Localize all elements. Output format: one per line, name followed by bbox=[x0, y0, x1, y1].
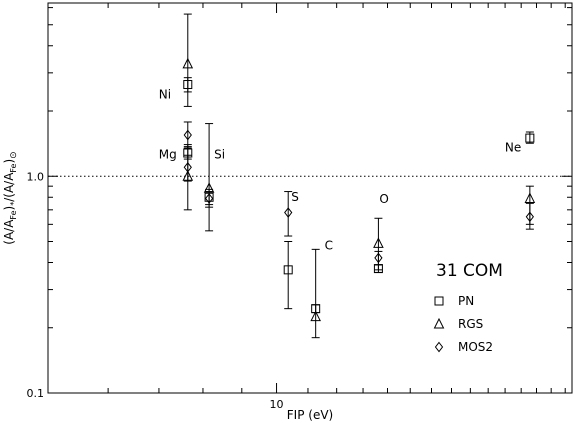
pn-point bbox=[525, 133, 535, 143]
mos2-point bbox=[183, 129, 192, 141]
legend-item-pn: PN bbox=[434, 294, 474, 308]
y-tick-label: 1.0 bbox=[27, 170, 45, 183]
element-annotations: Ni Mg Si S C O Ne bbox=[159, 88, 521, 253]
legend-marker bbox=[434, 296, 444, 306]
element-label-ne: Ne bbox=[505, 140, 521, 154]
mos2-point bbox=[204, 193, 214, 204]
rgs-point bbox=[524, 192, 536, 203]
data-series bbox=[182, 13, 536, 339]
legend-item-rgs: RGS bbox=[433, 317, 483, 331]
element-label-o: O bbox=[379, 192, 388, 206]
legend-title: 31 COM bbox=[436, 261, 503, 281]
legend-label: RGS bbox=[458, 317, 483, 331]
legend-marker bbox=[434, 341, 444, 353]
y-tick-label: 0.1 bbox=[27, 387, 45, 400]
legend-marker bbox=[433, 317, 445, 329]
mos2-point bbox=[374, 252, 383, 264]
rgs-point bbox=[310, 310, 321, 322]
legend-items: PN RGS MOS2 bbox=[433, 294, 493, 354]
axis-ticks: 0.1 1.0 10 bbox=[27, 3, 572, 411]
rgs-point bbox=[373, 237, 384, 248]
plot-frame bbox=[47, 2, 573, 394]
rgs-point bbox=[182, 57, 194, 69]
element-label-si: Si bbox=[214, 147, 225, 161]
series-mos2 bbox=[183, 121, 534, 266]
element-label-s: S bbox=[291, 190, 299, 204]
x-tick-label: 10 bbox=[270, 398, 284, 411]
y-axis-label: (A/AFe)*/(A/AFe)⊙ bbox=[2, 151, 19, 244]
element-label-c: C bbox=[325, 239, 333, 253]
legend-label: MOS2 bbox=[458, 340, 493, 354]
x-axis-label: FIP (eV) bbox=[287, 408, 333, 422]
mos2-point bbox=[525, 211, 534, 223]
element-label-ni: Ni bbox=[159, 88, 171, 102]
legend-label: PN bbox=[458, 294, 474, 308]
legend: 31 COM PN RGS MOS2 bbox=[433, 261, 503, 354]
series-rgs bbox=[182, 13, 536, 339]
legend-item-mos2: MOS2 bbox=[434, 340, 493, 354]
pn-point bbox=[283, 265, 293, 275]
mos2-point bbox=[284, 207, 293, 218]
element-label-mg: Mg bbox=[159, 147, 177, 161]
mos2-point bbox=[183, 161, 192, 173]
